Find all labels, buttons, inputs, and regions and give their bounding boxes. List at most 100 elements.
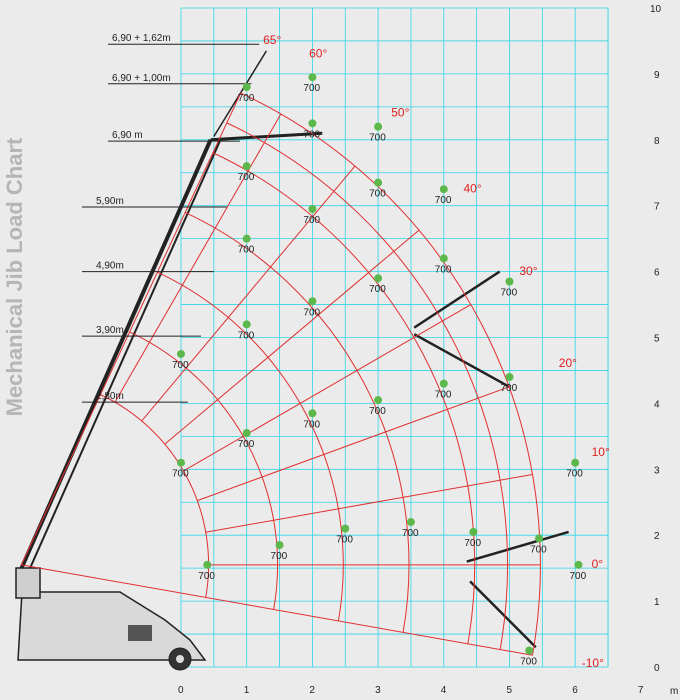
- load-point: [525, 646, 534, 655]
- load-point: [242, 83, 251, 92]
- boom-length-label: 3,90m: [96, 325, 124, 336]
- load-point: [574, 560, 583, 569]
- boom-length-labels: 6,90 + 1,62m 6,90 + 1,00m 6,90 m 5,90m 4,90m…: [82, 33, 260, 403]
- load-point: [242, 320, 251, 329]
- load-label: 700: [271, 551, 288, 562]
- load-point: [203, 560, 212, 569]
- y-tick-label: 9: [654, 70, 660, 81]
- load-label: 700: [336, 535, 353, 546]
- radius-arc: [184, 212, 410, 633]
- y-tick-label: 1: [654, 597, 660, 608]
- angle-labels: 65° 60° 50° 40° 30° 20° 10° 0° -10°: [263, 33, 610, 670]
- load-point: [505, 277, 514, 286]
- crane-illustration: [15, 50, 569, 671]
- radius-arc: [226, 122, 508, 650]
- x-tick-label: 1: [244, 685, 250, 696]
- load-label: 700: [238, 93, 255, 104]
- load-point: [341, 524, 350, 533]
- radius-arc: [157, 271, 344, 622]
- angle-label: 60°: [309, 46, 327, 60]
- boom-length-label: 6,90 + 1,00m: [112, 73, 171, 84]
- y-tick-label: 6: [654, 268, 660, 279]
- angle-label: -10°: [582, 656, 604, 670]
- x-tick-label: 3: [375, 685, 381, 696]
- load-point: [308, 204, 317, 213]
- boom-length-label: 6,90 m: [112, 130, 143, 141]
- boom-length-label: 6,90 + 1,62m: [112, 33, 171, 44]
- load-label: 700: [303, 83, 320, 94]
- load-point: [242, 429, 251, 438]
- load-label: 700: [238, 439, 255, 450]
- angle-label: 0°: [592, 557, 604, 571]
- load-label: 700: [198, 571, 215, 582]
- load-label: 700: [238, 172, 255, 183]
- load-point: [374, 122, 383, 131]
- load-label: 700: [435, 195, 452, 206]
- angle-label: 40°: [464, 182, 482, 196]
- load-point: [571, 458, 580, 467]
- angle-rays: [20, 92, 541, 656]
- angle-label: 20°: [559, 356, 577, 370]
- x-tick-label: 6: [572, 685, 578, 696]
- load-point: [177, 349, 185, 358]
- angle-ray: [21, 564, 533, 656]
- axis-ticks: 0 1 2 3 4 5 6 7 m 0 1 2 3 4 5 6 7 8 9 10: [178, 4, 678, 697]
- load-label: 700: [303, 307, 320, 318]
- radius-arc: [100, 394, 210, 598]
- x-tick-label: 7: [638, 685, 644, 696]
- load-point: [439, 185, 448, 194]
- load-label: 700: [172, 360, 189, 371]
- load-label: 700: [303, 215, 320, 226]
- y-tick-label: 5: [654, 334, 660, 345]
- crane-grille: [128, 625, 152, 641]
- y-tick-label: 4: [654, 399, 660, 410]
- angle-ray: [205, 473, 533, 533]
- load-point: [374, 396, 383, 405]
- load-label: 700: [369, 133, 386, 144]
- load-point: [505, 373, 514, 382]
- load-point: [439, 254, 448, 263]
- y-tick-label: 2: [654, 531, 660, 542]
- angle-ray: [197, 386, 510, 502]
- chart-grid: [180, 7, 609, 668]
- x-tick-label: 4: [441, 685, 447, 696]
- radius-arc: [240, 92, 541, 656]
- load-point: [406, 518, 415, 527]
- y-tick-label: 10: [650, 4, 662, 15]
- load-label: 700: [501, 287, 518, 298]
- x-tick-label: 2: [309, 685, 315, 696]
- radius-arc: [212, 152, 476, 644]
- load-label: 700: [369, 189, 386, 200]
- jib-arm-mid: [413, 270, 511, 389]
- load-point: [308, 73, 317, 82]
- angle-label: 50°: [391, 106, 409, 120]
- radius-arcs: [100, 92, 541, 656]
- load-label: 700: [303, 129, 320, 140]
- load-point: [374, 178, 383, 187]
- angle-ray: [114, 113, 282, 403]
- load-label: 700: [464, 538, 481, 549]
- load-label: 700: [501, 383, 518, 394]
- load-point: [374, 274, 383, 283]
- angle-ray: [183, 304, 472, 472]
- load-point: [177, 458, 185, 467]
- x-tick-label: 0: [178, 685, 184, 696]
- load-point: [242, 234, 251, 243]
- angle-label: 65°: [263, 33, 281, 47]
- angle-label: 10°: [592, 445, 610, 459]
- load-label: 700: [520, 657, 537, 668]
- load-label: 700: [435, 390, 452, 401]
- load-point: [535, 534, 544, 543]
- radius-arc: [129, 331, 279, 610]
- crane-cab: [15, 567, 41, 599]
- boom-arm-inner: [27, 139, 222, 572]
- load-label: 700: [303, 419, 320, 430]
- angle-ray: [141, 165, 356, 422]
- load-label: 700: [402, 528, 419, 539]
- angle-label: 30°: [519, 264, 537, 278]
- load-point: [308, 297, 317, 306]
- x-tick-label: 5: [507, 685, 513, 696]
- jib-arm: [210, 131, 323, 142]
- angle-ray: [164, 229, 420, 445]
